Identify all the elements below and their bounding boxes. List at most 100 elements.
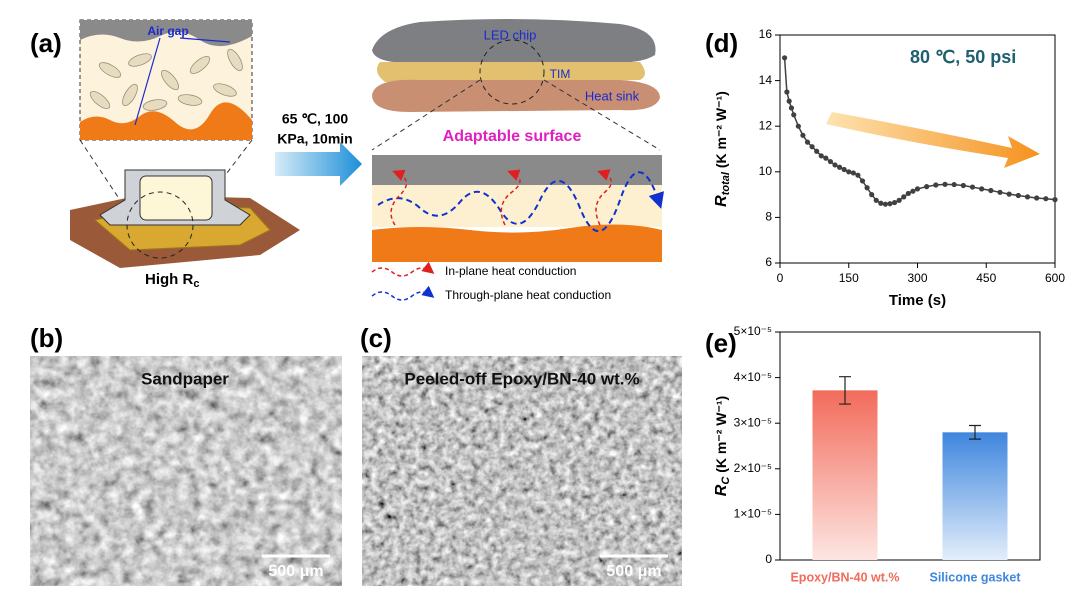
data-point xyxy=(809,144,815,150)
heat-sink-layer xyxy=(372,79,660,112)
error-bar xyxy=(839,376,851,405)
in-plane-path xyxy=(390,169,408,226)
y-tick-label: 16 xyxy=(759,27,773,41)
data-point xyxy=(1034,195,1040,201)
y-tick-label: 2×10⁻⁵ xyxy=(734,461,772,475)
data-point xyxy=(924,184,930,190)
data-point xyxy=(800,132,806,138)
data-point xyxy=(873,197,879,203)
data-point xyxy=(1015,192,1021,199)
panel-label: (c) xyxy=(360,323,392,353)
image-title: Sandpaper xyxy=(141,369,229,388)
data-point xyxy=(933,182,939,188)
chip-top xyxy=(139,175,213,221)
data-point xyxy=(969,184,976,190)
data-point xyxy=(786,98,792,104)
y-tick-label: 4×10⁻⁵ xyxy=(734,370,772,384)
bar xyxy=(812,390,878,560)
data-point xyxy=(823,155,829,161)
condition: 65 ℃, 100 xyxy=(282,111,349,127)
x-tick-label: Epoxy/BN-40 wt.% xyxy=(790,570,899,584)
x-tick-label: 600 xyxy=(1045,271,1065,285)
x-axis-label: Time (s) xyxy=(889,292,946,309)
data-point xyxy=(1052,197,1058,203)
bar xyxy=(942,432,1008,560)
chip-layer xyxy=(372,155,662,185)
error-bar xyxy=(969,424,981,440)
data-point xyxy=(882,201,889,207)
scale-label: 500 μm xyxy=(606,563,661,580)
pointer xyxy=(134,37,161,126)
subscript: c xyxy=(193,278,199,290)
y-tick-label: 10 xyxy=(759,164,773,178)
data-point xyxy=(914,186,921,192)
x-tick-label: 0 xyxy=(777,271,784,285)
data-point xyxy=(887,201,893,207)
y-tick-label: 12 xyxy=(759,118,773,132)
panel-label: (b) xyxy=(30,323,63,353)
panel-b: (b) Sandpaper 500 μm xyxy=(30,323,342,586)
data-point xyxy=(788,105,795,111)
sem-image xyxy=(362,356,682,586)
scale-label: 500 μm xyxy=(268,563,323,580)
data-point xyxy=(827,158,834,165)
flakes xyxy=(89,48,243,111)
data-point xyxy=(818,153,824,159)
data-point xyxy=(901,194,907,200)
panel-a: (a) Air gap High Rc 65 ℃, 100 KPa, 10min… xyxy=(30,18,664,302)
condition: KPa, 10min xyxy=(277,131,352,147)
y-tick-label: 8 xyxy=(765,210,772,224)
data-point xyxy=(791,112,797,118)
plot-frame xyxy=(779,331,1041,561)
panel-c: (c) Peeled-off Epoxy/BN-40 wt.% 500 μm xyxy=(360,323,682,586)
sink-layer xyxy=(372,224,662,262)
trend-arrow xyxy=(826,112,1040,168)
y-label-main: R xyxy=(713,484,730,496)
zoom-line xyxy=(371,79,481,151)
led-chip xyxy=(372,18,656,63)
annotation: 80 ℃, 50 psi xyxy=(910,47,1016,67)
label-text: High R xyxy=(145,271,193,288)
sem-image xyxy=(30,356,342,586)
data-point xyxy=(1043,196,1049,202)
legend-line xyxy=(371,285,435,301)
panel-label: (d) xyxy=(705,28,738,58)
y-label-sub: total xyxy=(720,171,732,195)
zoom-circle xyxy=(126,191,194,259)
data-point xyxy=(804,139,811,145)
data-point xyxy=(1024,194,1031,200)
label: Adaptable surface xyxy=(443,128,582,145)
through-path xyxy=(377,171,664,232)
y-tick-label: 1×10⁻⁵ xyxy=(734,507,772,521)
process-arrow xyxy=(275,142,362,186)
data-point xyxy=(814,148,820,154)
label: TIM xyxy=(550,67,571,81)
data-point xyxy=(869,192,875,198)
y-tick-label: 6 xyxy=(765,255,772,269)
y-tick-label: 14 xyxy=(759,73,773,87)
label: Air gap xyxy=(147,24,188,38)
tim-layer xyxy=(372,185,662,227)
data-point xyxy=(859,178,866,184)
data-point xyxy=(841,166,847,173)
data-point xyxy=(910,188,916,194)
y-tick-label: 3×10⁻⁵ xyxy=(734,415,772,429)
y-tick-label: 0 xyxy=(765,552,772,566)
label: Heat sink xyxy=(585,88,640,103)
data-point xyxy=(855,172,861,178)
data-point xyxy=(850,170,856,176)
chip-layer xyxy=(80,20,252,47)
y-axis-label: RC (K m⁻² W⁻¹) xyxy=(713,396,732,496)
zoom-circle xyxy=(479,39,545,105)
data-point xyxy=(896,197,902,203)
data-point xyxy=(784,89,790,95)
panel-label: (e) xyxy=(705,328,737,358)
data-point xyxy=(836,164,843,170)
zoom-line xyxy=(543,79,661,151)
label: High Rc xyxy=(145,271,199,290)
panel-label: (a) xyxy=(30,28,62,58)
tim-layer xyxy=(376,62,645,82)
y-label-sub: C xyxy=(720,476,732,485)
data-point xyxy=(832,162,838,168)
in-plane-path xyxy=(500,169,521,226)
